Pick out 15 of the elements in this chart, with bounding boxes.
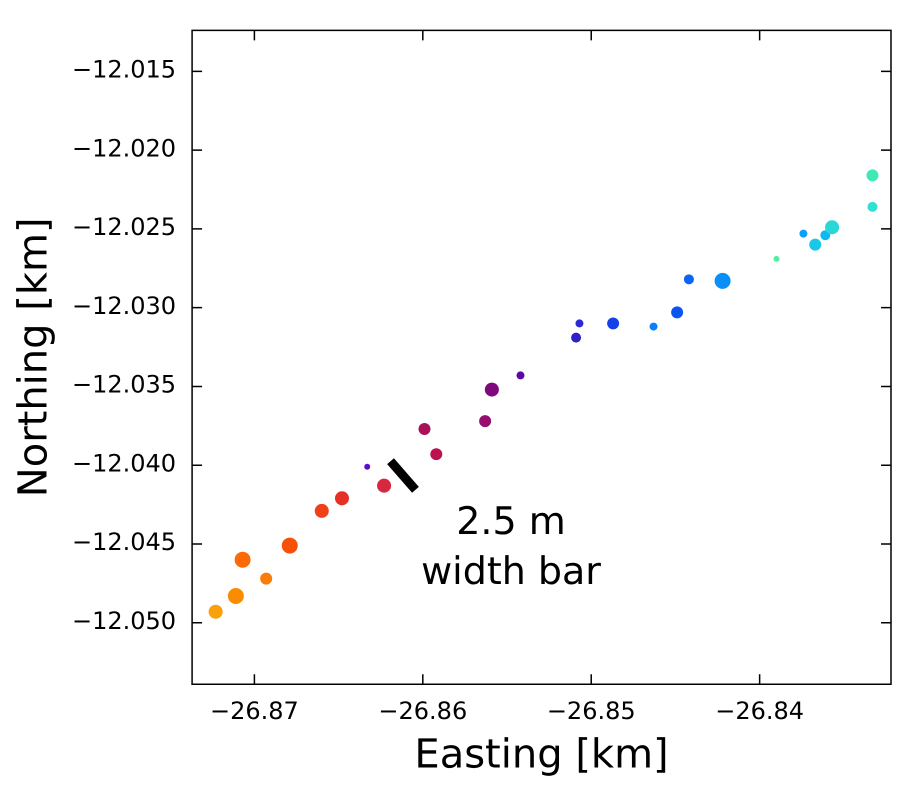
y-tick-label: −12.020 xyxy=(72,134,176,162)
y-tick-label: −12.025 xyxy=(72,213,176,242)
y-tick-label: −12.015 xyxy=(72,56,176,84)
y-tick-label: −12.040 xyxy=(72,449,176,478)
y-tick-label: −12.030 xyxy=(72,292,176,320)
y-tick-label: −12.035 xyxy=(72,370,176,399)
y-axis-title: Northing [km] xyxy=(10,217,56,498)
x-tick-label: −26.84 xyxy=(715,696,804,725)
y-tick-label: −12.050 xyxy=(72,606,176,635)
x-tick-label: −26.87 xyxy=(210,696,299,725)
x-axis-title: Easting [km] xyxy=(414,731,669,778)
x-tick-label: −26.85 xyxy=(546,696,636,725)
x-tick-label: −26.86 xyxy=(378,696,468,725)
y-tick-label: −12.045 xyxy=(72,528,176,556)
annotation: 2.5 m width bar xyxy=(421,498,602,593)
